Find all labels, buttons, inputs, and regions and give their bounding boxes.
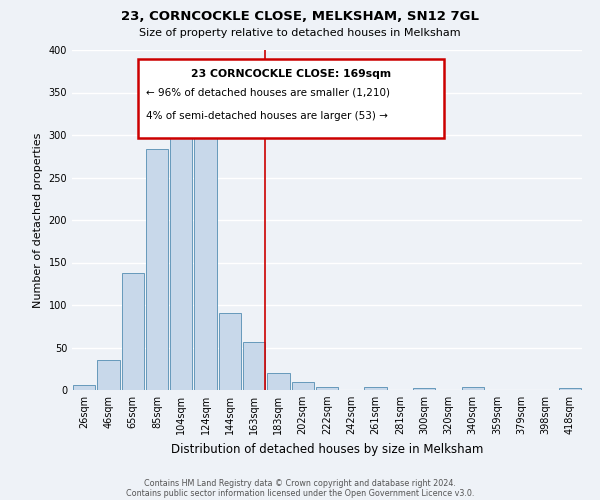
Bar — [218, 312, 241, 390]
Bar — [413, 388, 436, 390]
Bar — [73, 385, 95, 390]
Text: Contains public sector information licensed under the Open Government Licence v3: Contains public sector information licen… — [126, 488, 474, 498]
Text: ← 96% of detached houses are smaller (1,210): ← 96% of detached houses are smaller (1,… — [146, 88, 390, 98]
Bar — [364, 388, 387, 390]
Bar — [559, 388, 581, 390]
Bar — [170, 123, 193, 390]
Bar — [122, 272, 144, 390]
Bar — [97, 360, 119, 390]
Bar — [146, 150, 168, 390]
Bar — [267, 373, 290, 390]
Text: Contains HM Land Registry data © Crown copyright and database right 2024.: Contains HM Land Registry data © Crown c… — [144, 478, 456, 488]
Text: 4% of semi-detached houses are larger (53) →: 4% of semi-detached houses are larger (5… — [146, 111, 388, 121]
Bar — [243, 342, 265, 390]
FancyBboxPatch shape — [139, 58, 444, 138]
Bar — [194, 122, 217, 390]
Bar — [316, 386, 338, 390]
Text: 23 CORNCOCKLE CLOSE: 169sqm: 23 CORNCOCKLE CLOSE: 169sqm — [191, 68, 391, 78]
Y-axis label: Number of detached properties: Number of detached properties — [33, 132, 43, 308]
X-axis label: Distribution of detached houses by size in Melksham: Distribution of detached houses by size … — [171, 442, 483, 456]
Bar — [292, 382, 314, 390]
Text: 23, CORNCOCKLE CLOSE, MELKSHAM, SN12 7GL: 23, CORNCOCKLE CLOSE, MELKSHAM, SN12 7GL — [121, 10, 479, 23]
Text: Size of property relative to detached houses in Melksham: Size of property relative to detached ho… — [139, 28, 461, 38]
Bar — [461, 388, 484, 390]
